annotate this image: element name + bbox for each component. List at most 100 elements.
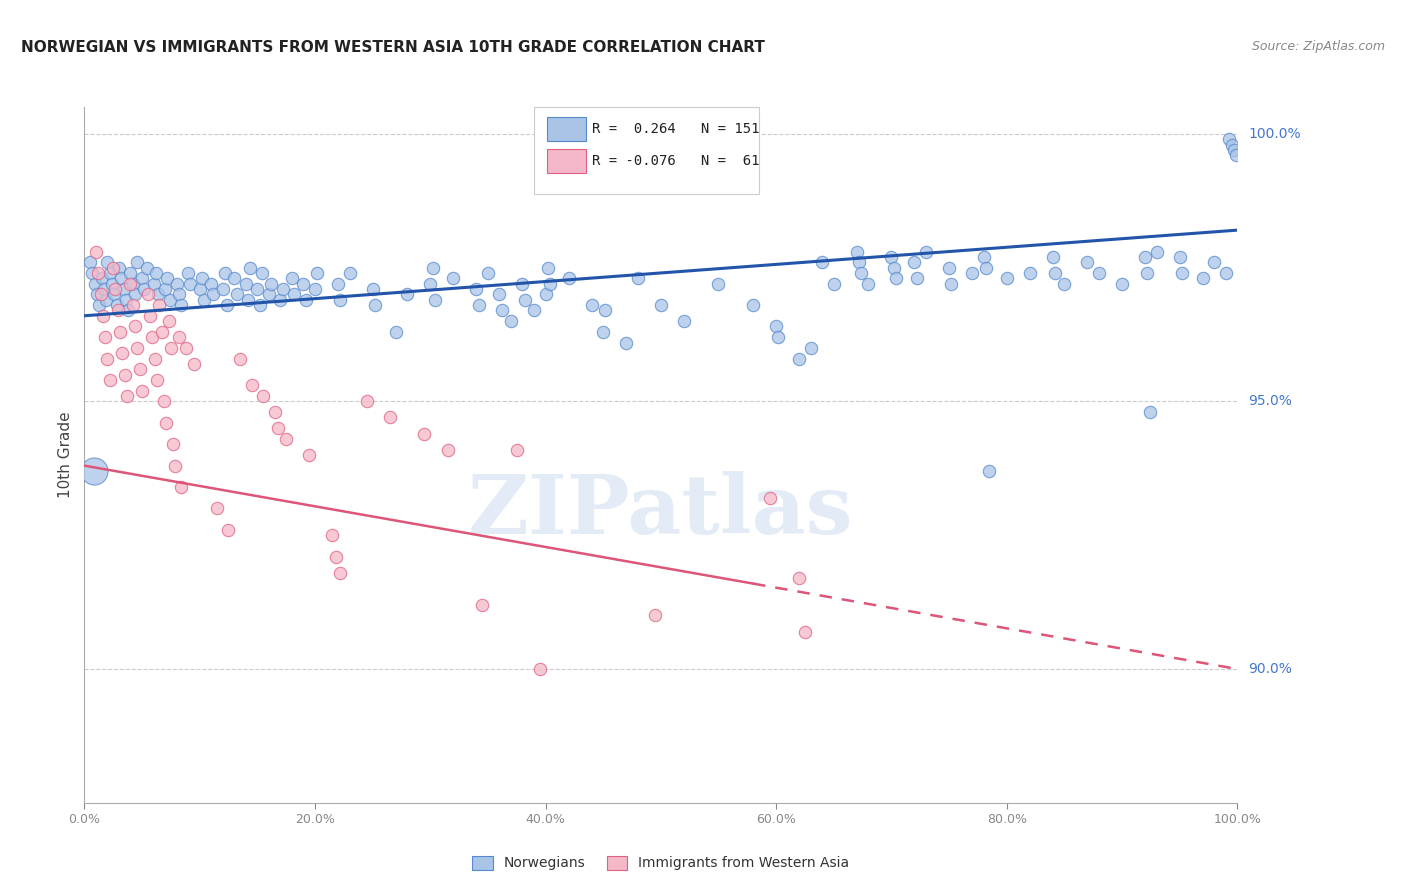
Point (193, 293, 215, 307)
Point (145, 266, 167, 280)
Point (200, 277, 222, 291)
Point (249, 298, 271, 312)
Point (787, 571, 810, 585)
Point (512, 277, 534, 291)
Point (153, 394, 176, 409)
Point (294, 293, 316, 307)
Point (1136, 266, 1159, 280)
Point (768, 330, 790, 344)
Point (115, 293, 138, 307)
Point (141, 330, 163, 344)
Point (974, 260, 997, 275)
Point (1076, 255, 1098, 269)
Point (880, 250, 903, 264)
Point (177, 266, 200, 280)
Point (364, 298, 387, 312)
Point (90, 271, 112, 285)
Point (96, 293, 118, 307)
Point (1139, 405, 1161, 419)
Point (160, 341, 183, 355)
Point (941, 277, 963, 291)
Point (117, 303, 139, 318)
Point (356, 394, 378, 409)
Point (252, 389, 274, 403)
Point (276, 432, 298, 446)
Point (179, 277, 201, 291)
Point (235, 277, 257, 291)
Point (915, 244, 938, 259)
Point (121, 298, 143, 312)
Point (905, 271, 928, 285)
Point (214, 266, 236, 280)
Point (224, 271, 246, 285)
Point (104, 282, 127, 296)
Point (257, 287, 280, 301)
Point (499, 314, 522, 328)
Point (162, 437, 184, 451)
Point (441, 271, 464, 285)
Point (131, 271, 153, 285)
Point (488, 287, 510, 301)
Point (1215, 266, 1237, 280)
Point (239, 260, 262, 275)
Point (120, 277, 142, 291)
Point (304, 282, 326, 296)
Point (107, 303, 129, 318)
Point (1218, 132, 1240, 146)
Point (86, 287, 108, 301)
Point (260, 277, 283, 291)
Point (94, 330, 117, 344)
Point (321, 528, 343, 542)
Point (218, 523, 240, 537)
Point (845, 244, 868, 259)
Point (170, 298, 193, 312)
Point (823, 277, 845, 291)
Point (378, 410, 401, 425)
Point (292, 277, 315, 291)
Point (1018, 266, 1040, 280)
Point (105, 298, 128, 312)
Point (108, 260, 131, 275)
Point (115, 389, 138, 403)
Point (174, 341, 197, 355)
Point (1043, 266, 1066, 280)
Point (153, 282, 176, 296)
Point (960, 266, 983, 280)
Point (263, 405, 285, 419)
Text: R = -0.076   N =  61: R = -0.076 N = 61 (592, 154, 759, 169)
Point (128, 362, 150, 376)
Point (205, 501, 228, 516)
Point (202, 287, 225, 301)
Point (188, 282, 211, 296)
Point (91, 309, 114, 323)
Point (96, 255, 118, 269)
Point (148, 298, 170, 312)
Point (1042, 250, 1064, 264)
Point (146, 287, 169, 301)
Point (436, 442, 458, 457)
Point (131, 384, 153, 398)
Point (1204, 255, 1226, 269)
Point (1223, 143, 1246, 157)
FancyBboxPatch shape (547, 150, 586, 173)
Point (529, 662, 551, 676)
Point (471, 598, 494, 612)
Point (787, 351, 810, 366)
Point (236, 293, 259, 307)
Point (329, 293, 352, 307)
Point (283, 287, 305, 301)
Point (759, 491, 782, 505)
Point (136, 287, 159, 301)
Legend: Norwegians, Immigrants from Western Asia: Norwegians, Immigrants from Western Asia (467, 850, 855, 876)
Point (1220, 137, 1243, 152)
Point (581, 298, 603, 312)
Point (995, 271, 1018, 285)
Point (87, 266, 110, 280)
Point (89, 287, 111, 301)
Point (707, 277, 730, 291)
Point (1191, 271, 1213, 285)
Point (538, 277, 561, 291)
Point (973, 250, 995, 264)
Point (419, 277, 441, 291)
Point (848, 255, 870, 269)
